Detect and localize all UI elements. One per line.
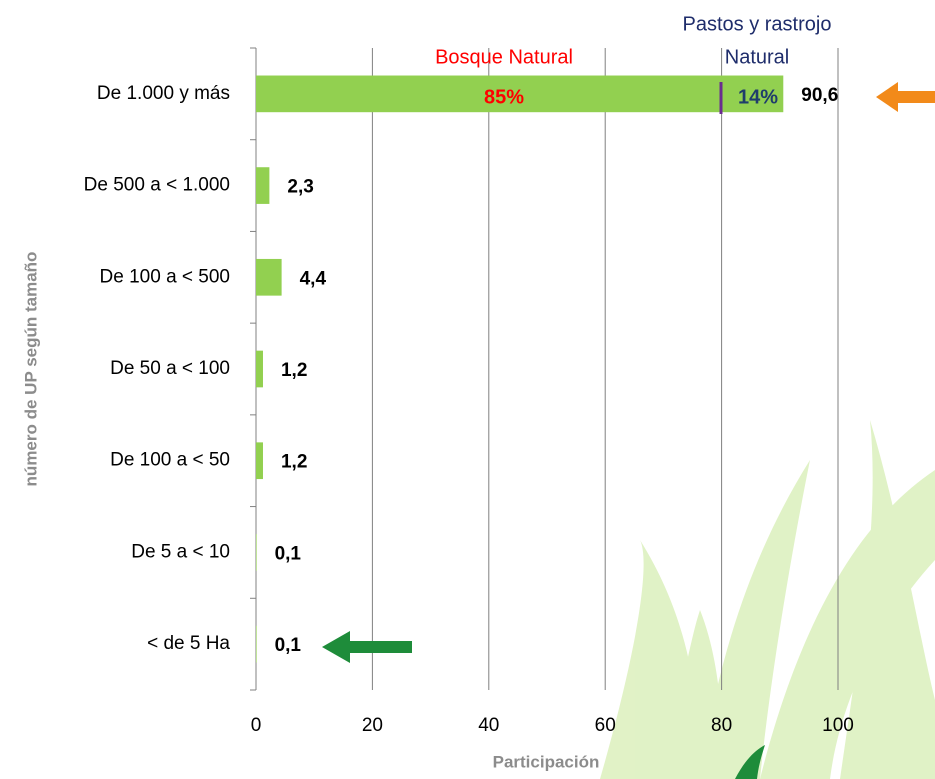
bar [256,442,263,479]
x-tick-label: 100 [822,715,854,736]
green-arrow [322,631,412,663]
data-label: 2,3 [287,177,313,198]
data-label: 1,2 [281,360,307,381]
bar [256,626,257,663]
y-tick-label: De 50 a < 100 [110,358,230,379]
y-tick-label: < de 5 Ha [147,633,230,654]
data-label: 0,1 [275,543,302,564]
data-label: 90,6 [801,85,838,106]
y-tick-label: De 100 a < 500 [100,266,230,287]
data-label: 1,2 [281,452,307,473]
chart: 0 20 40 60 80 100 De 1.000 y más 90,6 De 500 a <… [0,0,935,779]
y-tick-label: De 100 a < 50 [110,450,230,471]
background-grass [600,420,935,779]
bar [256,259,282,296]
pasture-label: Pastos y rastrojo [683,13,832,35]
forest-label: Bosque Natural [435,46,573,68]
x-tick-label: 80 [711,715,732,736]
x-tick-label: 0 [251,715,262,736]
x-tick-label: 20 [362,715,383,736]
bar [256,534,257,571]
pasture-label: Natural [725,46,789,68]
x-axis-title: Participación [493,752,600,771]
y-tick-label: De 5 a < 10 [131,541,230,562]
y-tick-label: De 500 a < 1.000 [84,175,230,196]
data-label: 0,1 [275,635,302,656]
data-label: 4,4 [300,268,327,289]
forest-share: 85% [484,86,524,108]
y-axis-title: número de UP según tamaño [21,252,40,487]
pasture-share: 14% [738,86,778,108]
x-tick-label: 60 [595,715,616,736]
x-tick-label: 40 [478,715,499,736]
bar [256,167,269,204]
bar [256,351,263,388]
orange-arrow [876,82,935,112]
y-tick-label: De 1.000 y más [97,83,230,104]
